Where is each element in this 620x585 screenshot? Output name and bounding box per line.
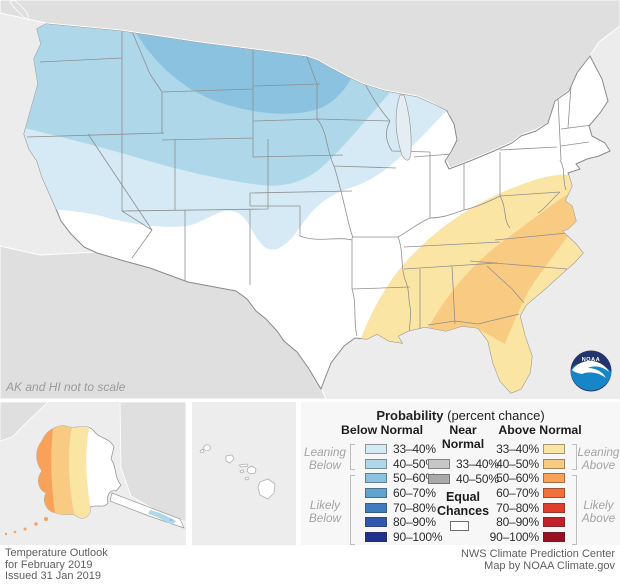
color-swatch [365,458,387,469]
legend-row-label: 40–50% [393,456,436,471]
legend-row-label: 90–100% [393,529,443,544]
legend-row: 33–40% [365,442,442,457]
color-swatch [543,473,565,484]
legend-row: 33–40% [428,457,499,472]
footer-credit-right: NWS Climate Prediction Center Map by NOA… [460,548,615,572]
legend-row: 70–80% [489,500,565,515]
noaa-logo-text: NOAA [582,357,601,363]
conus-map: AK and HI not to scale NOAA [0,0,620,399]
footer-mapby-line: Map by NOAA Climate.gov [484,559,615,572]
color-swatch [365,502,387,513]
likely-below-label: Likely Below [308,498,342,525]
footer-source-line: NWS Climate Prediction Center [460,548,615,560]
equal-chances-label: Equal Chances [436,490,490,518]
legend-row-label: 90–100% [489,529,540,544]
legend-row: 40–50% [365,457,442,472]
footer-issued-line: Issued 31 Jan 2019 [5,570,102,582]
legend-row: 40–50% [489,457,565,472]
color-swatch [365,488,387,499]
color-swatch [365,473,387,484]
color-swatch [365,531,387,542]
legend-row-label: 60–70% [496,486,539,501]
below-normal-scale: 33–40% 40–50% 50–60% 60–70% 70–80% 80–90… [365,442,443,545]
legend-row: 40–50% [428,472,499,487]
legend-title: Probability (percent chance) [301,408,620,423]
color-swatch [365,517,387,528]
alaska-inset [0,402,186,545]
legend-title-main: Probability [376,408,444,423]
legend-row-label: 40–50% [496,456,539,471]
color-swatch [543,517,565,528]
legend-row-label: 70–80% [496,500,539,515]
legend-title-suffix: (percent chance) [443,408,545,423]
legend-row: 33–40% [489,442,565,457]
legend-row-label: 60–70% [393,486,436,501]
color-swatch [365,444,387,455]
likely-below-bracket [350,475,355,545]
below-normal-header: Below Normal [341,423,423,437]
color-swatch [428,473,450,484]
scale-note: AK and HI not to scale [5,380,126,394]
footer-title-line: Temperature Outlook [5,547,108,559]
legend-row: 80–90% [489,515,565,530]
above-normal-40-50-band [421,192,581,344]
legend-panel: Probability (percent chance) Below Norma… [301,402,620,545]
color-swatch [543,458,565,469]
legend-row: 90–100% [489,530,565,545]
legend-row-label: 33–40% [496,442,539,457]
legend-row-label: 33–40% [456,457,499,472]
lake-michigan [395,94,412,161]
vancouver-island [9,0,29,21]
legend-row: 50–60% [489,471,565,486]
legend-row-label: 70–80% [393,500,436,515]
likely-above-label: Likely Above [581,498,616,525]
legend-row-label: 50–60% [496,471,539,486]
legend-row: 60–70% [365,486,442,501]
likely-above-bracket [572,475,577,545]
legend-row-label: 50–60% [393,471,436,486]
above-normal-header: Above Normal [498,423,582,437]
legend-row: 90–100% [365,529,443,545]
hawaiian-islands [199,444,276,500]
near-normal-scale: 33–40% 40–50% [428,457,499,486]
near-normal-header: Near Normal [441,423,485,451]
color-swatch [543,502,565,513]
leaning-below-bracket [350,444,355,470]
footer-credit-left: Temperature Outlook for February 2019 Is… [5,547,108,583]
legend-row-label: 80–90% [496,515,539,530]
above-normal-scale: 33–40% 40–50% 50–60% 60–70% 70–80% 80–90… [489,442,565,544]
legend-row: 50–60% [365,471,442,486]
equal-chances-swatch [450,521,469,531]
state-boundaries [26,27,593,337]
legend-row: 80–90% [365,515,442,530]
noaa-logo-icon: NOAA [570,350,612,392]
legend-row-label: 80–90% [393,515,436,530]
leaning-below-label: Leaning Below [304,445,346,472]
leaning-above-label: Leaning Above [577,445,620,472]
panhandle-below-shading [148,510,176,525]
hawaii-inset [192,402,296,545]
legend-row: 70–80% [365,500,442,515]
color-swatch [543,444,565,455]
leaning-above-bracket [572,444,577,470]
legend-row-label: 40–50% [456,471,499,486]
legend-row-label: 33–40% [393,442,436,457]
color-swatch [543,488,565,499]
color-swatch [543,531,565,542]
legend-row: 60–70% [489,486,565,501]
footer-period-line: for February 2019 [5,558,93,571]
russia-region [0,402,49,442]
color-swatch [428,459,450,470]
aleutian-islands [4,517,48,536]
